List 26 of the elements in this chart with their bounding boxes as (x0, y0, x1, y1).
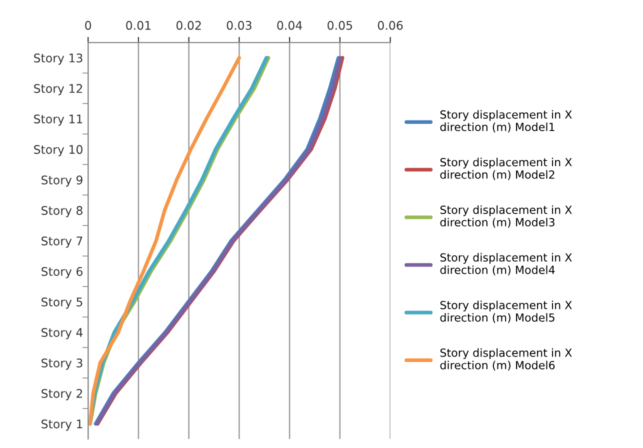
y-tick-label: Story 12 (34, 84, 82, 96)
legend-label: Story displacement in X direction (m) Model1 (440, 110, 572, 132)
y-tick-label: Story 6 (42, 267, 82, 278)
x-tick-label: 0.06 (378, 20, 403, 30)
legend-label: Story displacement in X direction (m) Model4 (440, 253, 572, 276)
legend-label: Story displacement in X direction (m) Model3 (440, 205, 572, 228)
legend-label: Story displacement in X direction (m) Model2 (440, 158, 572, 180)
y-tick-label: Story 7 (42, 236, 82, 248)
y-tick-label: Story 3 (42, 358, 82, 370)
y-tick-label: Story 10 (34, 145, 82, 156)
y-tick-label: Story 5 (42, 298, 82, 309)
y-tick-label: Story 4 (42, 328, 83, 340)
x-tick-label: 0 (85, 20, 92, 30)
legend-label: Story displacement in X direction (m) Model5 (440, 300, 572, 324)
x-tick-label: 0.05 (328, 20, 352, 30)
x-tick-label: 0.03 (226, 20, 252, 30)
x-tick-label: 0.02 (176, 20, 201, 30)
x-tick-label: 0.04 (277, 20, 302, 30)
y-tick-label: Story 11 (34, 114, 82, 126)
y-tick-label: Story 1 (42, 420, 82, 431)
y-tick-label: Story 13 (34, 54, 82, 65)
legend-label: Story displacement in X direction (m) Model6 (440, 348, 572, 371)
y-tick-label: Story 8 (42, 206, 82, 218)
x-tick-label: 0.01 (126, 20, 151, 30)
y-tick-label: Story 2 (42, 389, 82, 400)
y-tick-label: Story 9 (42, 176, 82, 187)
